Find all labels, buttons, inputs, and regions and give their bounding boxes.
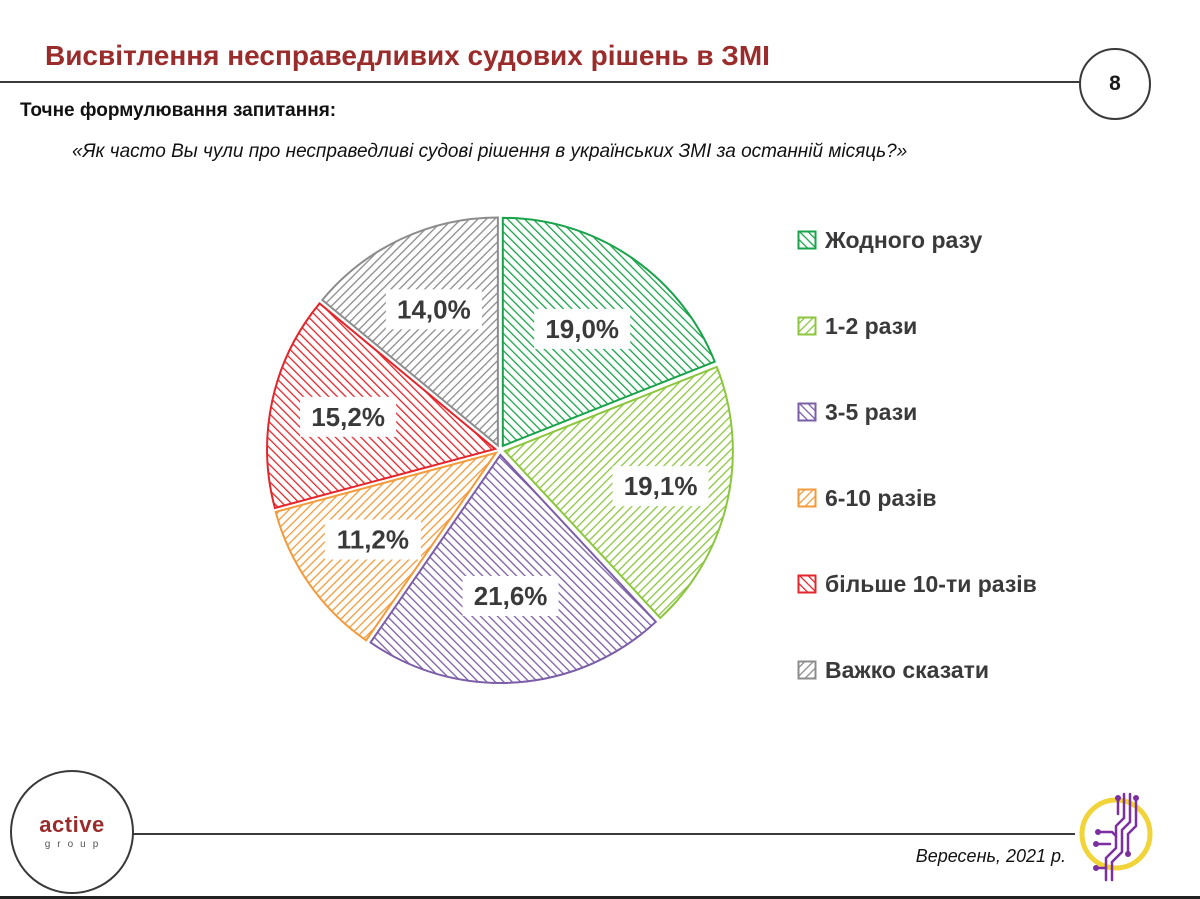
legend-item: Жодного разу xyxy=(797,220,982,260)
legend-swatch xyxy=(797,316,817,336)
legend-item: Важко сказати xyxy=(797,650,989,690)
legend-swatch xyxy=(797,488,817,508)
legend-label: Важко сказати xyxy=(825,656,990,683)
company-logo: active group xyxy=(10,770,134,894)
legend-label: 6-10 разів xyxy=(825,484,937,511)
data-label-background xyxy=(612,466,709,507)
data-label: 21,6% xyxy=(474,581,548,611)
legend-swatch xyxy=(797,574,817,594)
legend-swatch xyxy=(797,402,817,422)
data-label: 11,2% xyxy=(337,525,409,555)
legend-item: 1-2 рази xyxy=(797,306,917,346)
data-label-background xyxy=(385,289,482,330)
legend-label: Жодного разу xyxy=(825,226,983,253)
legend-label: 3-5 рази xyxy=(825,398,918,425)
logo-text: active xyxy=(39,812,105,837)
data-label: 15,2% xyxy=(311,402,385,432)
page-number-badge: 8 xyxy=(1079,48,1151,120)
legend-item: більше 10-ти разів xyxy=(797,564,1037,604)
legend-swatch xyxy=(797,230,817,250)
pie-slice xyxy=(369,453,658,684)
pie-chart: 19,0% 19,1% 21,6% 11,2% 15,2% 14,0% xyxy=(266,216,734,684)
legend-item: 3-5 рази xyxy=(797,392,917,432)
data-label-background xyxy=(300,396,397,437)
data-label-background xyxy=(462,575,559,616)
page-number: 8 xyxy=(1109,72,1121,95)
header-divider xyxy=(0,81,1085,83)
data-label: 14,0% xyxy=(397,294,471,324)
legend-label: більше 10-ти разів xyxy=(825,570,1037,597)
logo-subtext: group xyxy=(44,839,106,850)
legend-label: 1-2 рази xyxy=(825,312,918,339)
footer-divider xyxy=(130,833,1075,835)
report-date: Вересень, 2021 р. xyxy=(915,846,1066,866)
data-label-background xyxy=(534,308,631,349)
bottom-border xyxy=(0,896,1200,899)
data-label-background xyxy=(324,519,421,560)
question-text: «Як часто Вы чули про несправедливі судо… xyxy=(72,141,908,162)
page-title: Висвітлення несправедливих судових рішен… xyxy=(45,40,770,71)
legend-swatch xyxy=(797,660,817,680)
circuit-emblem-icon xyxy=(1079,792,1153,882)
chart-legend: Жодного разу 1-2 рази 3-5 рази 6-10 разів бі… xyxy=(797,220,1117,690)
question-heading: Точне формулювання запитання: xyxy=(20,100,337,121)
pie-slice xyxy=(320,216,499,448)
legend-item: 6-10 разів xyxy=(797,478,937,518)
data-label: 19,0% xyxy=(545,314,619,344)
data-label: 19,1% xyxy=(624,471,698,501)
